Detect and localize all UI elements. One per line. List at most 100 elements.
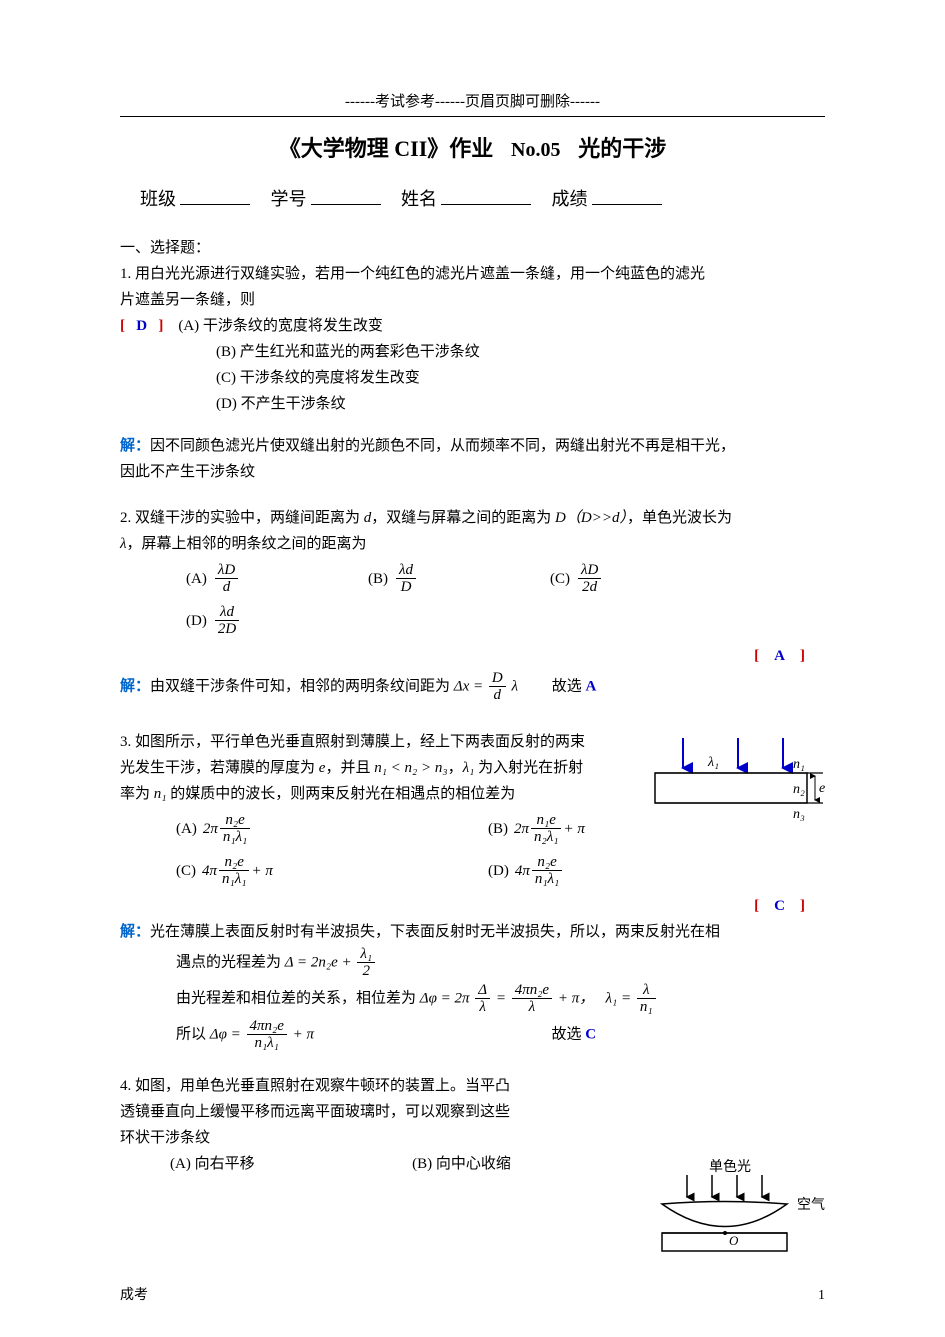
q3-optD-den: n₁λ₁ bbox=[532, 871, 562, 888]
q3-optD: (D) 4π n₂en₁λ₁ bbox=[482, 850, 754, 892]
q3-stem-l2: 光发生干涉，若薄膜的厚度为 e，并且 n₁ < n₂ > n₃，λ₁ 为入射光在… bbox=[120, 756, 630, 780]
q3-n1: n₁ bbox=[154, 786, 167, 802]
q3-sol-l3-f3n: λ bbox=[637, 982, 656, 1000]
q2-optC-den: 2d bbox=[578, 579, 601, 596]
q3-sol-l2-num: λ₁ bbox=[357, 946, 375, 964]
q2-solution: 解：由双缝干涉条件可知，相邻的两明条纹间距为 Δx = Dd λ 故选 A bbox=[120, 670, 825, 704]
q3-optA-den: n₁λ₁ bbox=[220, 829, 250, 846]
student-info-line: 班级 学号 姓名 成绩 bbox=[120, 184, 825, 214]
q3-sol-l3-f2d: λ bbox=[512, 999, 552, 1016]
q3-sol-l3-f1n: Δ bbox=[475, 982, 490, 1000]
q3-optC-den: n₁λ₁ bbox=[219, 871, 249, 888]
q3-sol-l2-den: 2 bbox=[357, 963, 375, 980]
q3-sol-l2: 遇点的光程差为 Δ = 2n₂e + λ₁2 bbox=[176, 946, 825, 980]
q3-sol-l2-delta: Δ = 2n₂e + bbox=[285, 954, 356, 970]
q1-sol-text1: 因不同颜色滤光片使双缝出射的光颜色不同，从而频率不同，两缝出射光不再是相干光， bbox=[150, 438, 735, 454]
q4-stem-l3: 环状干涉条纹 bbox=[120, 1126, 610, 1150]
q2-optC-lbl: (C) bbox=[550, 567, 570, 591]
q1-stem-line2: 片遮盖另一条缝，则 bbox=[120, 288, 825, 312]
q1-optC: (C) 干涉条纹的亮度将发生改变 bbox=[216, 366, 825, 390]
q3-optB-den: n₂λ₁ bbox=[531, 829, 561, 846]
q3-optA-num: n₂e bbox=[220, 812, 250, 830]
q3-sol-l3-dphi: Δφ = 2π bbox=[420, 990, 474, 1006]
q3-optD-num: n₂e bbox=[532, 854, 562, 872]
q3-sol-l3-lam1: λ₁ = bbox=[605, 990, 634, 1006]
blank-name bbox=[441, 184, 531, 205]
q3-l2a: 光发生干涉，若薄膜的厚度为 bbox=[120, 760, 319, 776]
q2-answer: A bbox=[774, 648, 785, 664]
q3-lam1: λ₁ bbox=[463, 760, 475, 776]
q2-stem-l2: λ，屏幕上相邻的明条纹之间的距离为 bbox=[120, 532, 825, 556]
solution-label: 解： bbox=[120, 438, 150, 454]
fig-e: e bbox=[819, 781, 825, 796]
q1-optD: (D) 不产生干涉条纹 bbox=[216, 392, 825, 416]
q2-optD-lbl: (D) bbox=[186, 609, 207, 633]
q2-optA: (A) λDd bbox=[180, 558, 362, 600]
q3-stem-l3: 率为 n₁ 的媒质中的波长，则两束反射光在相遇点的相位差为 bbox=[120, 782, 630, 806]
q3-sol-l4-den: n₁λ₁ bbox=[247, 1035, 287, 1052]
q3-sol-label: 解： bbox=[120, 924, 150, 940]
q3-l2b: ，并且 bbox=[325, 760, 374, 776]
blank-score bbox=[592, 184, 662, 205]
q2-optD-num: λd bbox=[215, 604, 239, 622]
q3-sol-l1: 解：光在薄膜上表面反射时有半波损失，下表面反射时无半波损失，所以，两束反射光在相 bbox=[120, 920, 825, 944]
q2-sol-num: D bbox=[489, 670, 506, 688]
q3-optC-lbl: (C) bbox=[176, 859, 196, 883]
bracket-right: ] bbox=[158, 318, 163, 334]
newton-ring-diagram: 单色光 O 空气 bbox=[647, 1159, 827, 1277]
q2-sol-a: 由双缝干涉条件可知，相邻的两明条纹间距为 bbox=[150, 678, 454, 694]
q3-sol-l4a: 所以 bbox=[176, 1026, 210, 1042]
q1-optA: (A) 干涉条纹的宽度将发生改变 bbox=[178, 318, 383, 334]
q3-sol-l3a: 由光程差和相位差的关系，相位差为 bbox=[176, 990, 420, 1006]
q3-sol-l1-txt: 光在薄膜上表面反射时有半波损失，下表面反射时无半波损失，所以，两束反射光在相 bbox=[150, 924, 720, 940]
footer-page-number: 1 bbox=[818, 1285, 825, 1307]
q3-rel: n₁ < n₂ > n₃ bbox=[374, 760, 447, 776]
q3-optC-num: n₂e bbox=[219, 854, 249, 872]
q3-optB-post: + π bbox=[563, 817, 584, 841]
q3-sol-l2a: 遇点的光程差为 bbox=[176, 954, 285, 970]
q2-sol-b: λ bbox=[508, 678, 518, 694]
q2-stem-l1c: ，单色光波长为 bbox=[627, 510, 732, 526]
bracket-left: [ bbox=[120, 318, 125, 334]
q4-optA: (A) 向右平移 bbox=[170, 1156, 255, 1172]
q3-l3b: 的媒质中的波长，则两束反射光在相遇点的相位差为 bbox=[166, 786, 515, 802]
q2-optA-num: λD bbox=[215, 562, 238, 580]
fig-top-label: 单色光 bbox=[709, 1159, 751, 1175]
fig-n3: n₃ bbox=[793, 807, 805, 822]
q3-sol-l4-plus: + π bbox=[289, 1026, 314, 1042]
fig-O: O bbox=[729, 1233, 739, 1248]
q3-sol-l3-f2n: 4πn₂e bbox=[512, 982, 552, 1000]
fig-lambda1: λ₁ bbox=[707, 755, 719, 770]
q1-answer: D bbox=[136, 318, 147, 334]
q3-sol-l3: 由光程差和相位差的关系，相位差为 Δφ = 2π Δλ = 4πn₂eλ + π… bbox=[176, 982, 825, 1016]
q4-stem-l1: 4. 如图，用单色光垂直照射在观察牛顿环的装置上。当平凸 bbox=[120, 1074, 610, 1098]
q3-optC: (C) 4π n₂en₁λ₁ + π bbox=[170, 850, 482, 892]
q2-stem-l1a: 2. 双缝干涉的实验中，两缝间距离为 bbox=[120, 510, 364, 526]
q3-sol-l4: 所以 Δφ = 4πn₂en₁λ₁ + π 故选 C bbox=[176, 1018, 825, 1052]
q3-sol-l4-ans: C bbox=[585, 1026, 596, 1042]
fig-air-label: 空气 bbox=[797, 1197, 825, 1213]
q3-optB-num: n₁e bbox=[531, 812, 561, 830]
q2-stem-l2-txt: ，屏幕上相邻的明条纹之间的距离为 bbox=[127, 536, 367, 552]
header-rule bbox=[120, 116, 825, 117]
q4-optB: (B) 向中心收缩 bbox=[412, 1156, 511, 1172]
label-score: 成绩 bbox=[552, 189, 588, 209]
q2-sol-den: d bbox=[489, 687, 506, 704]
q1-solution-l2: 因此不产生干涉条纹 bbox=[120, 460, 825, 484]
q2-optB-lbl: (B) bbox=[368, 567, 388, 591]
q3-optC-pre: 4π bbox=[202, 859, 217, 883]
q3-l2d: 为入射光在折射 bbox=[474, 760, 583, 776]
page-title: 《大学物理 CII》作业 No.05 光的干涉 bbox=[120, 131, 825, 166]
q2-answer-box: [ A ] bbox=[120, 644, 825, 668]
q3-sol-l3-plus: + π， bbox=[554, 990, 594, 1006]
q2-optC: (C) λD2d bbox=[544, 558, 726, 600]
thin-film-diagram: λ₁ n₁ n₂ n₃ e bbox=[653, 738, 827, 836]
fig-n1: n₁ bbox=[793, 757, 805, 772]
q1-solution-l1: 解：因不同颜色滤光片使双缝出射的光颜色不同，从而频率不同，两缝出射光不再是相干光… bbox=[120, 434, 825, 458]
q2-optD-den: 2D bbox=[215, 621, 239, 638]
q3-optA-lbl: (A) bbox=[176, 817, 197, 841]
q2-eq: = bbox=[469, 678, 487, 694]
q2-optB: (B) λdD bbox=[362, 558, 544, 600]
q3-sol-l4-num: 4πn₂e bbox=[247, 1018, 287, 1036]
q2-sol-ans: A bbox=[585, 678, 596, 694]
